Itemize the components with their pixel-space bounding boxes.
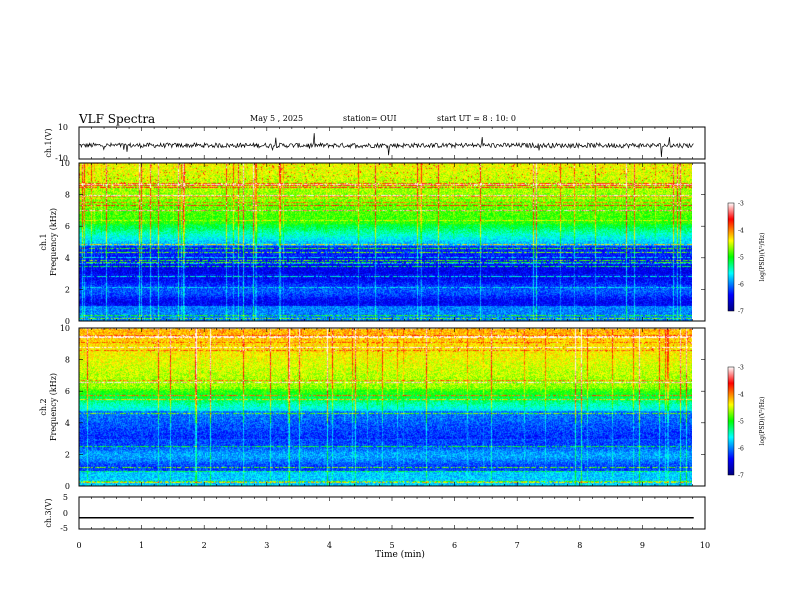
ch3-ylabel: ch.3(V) — [44, 498, 53, 527]
ch1-spec-ytick-label: 6 — [65, 222, 70, 231]
ch1-spec-ytick-label: 8 — [65, 191, 70, 200]
ch1-spectrogram-image — [79, 163, 692, 321]
ch2-spec-ylabel: Frequency (kHz) — [49, 373, 58, 441]
ch1-ylabel: ch.1(V) — [44, 128, 53, 157]
ch2-colorbar — [727, 366, 735, 476]
ch1-colorbar-tick: -4 — [738, 228, 744, 235]
ch2-spec-ylabel-channel: ch.2 — [39, 398, 48, 415]
ch3-ytick-bottom: -5 — [60, 524, 68, 533]
ch1-spec-ytick-label: 2 — [65, 285, 70, 294]
ch2-spec-ytick-label: 4 — [65, 419, 70, 428]
ch3-ytick-top: 5 — [63, 493, 68, 502]
ch1-spec-ytick-label: 4 — [65, 254, 70, 263]
ch1-colorbar-tick: -5 — [738, 255, 744, 262]
ch3-waveform-panel: 5 0 -5 ch.3(V) — [44, 493, 706, 533]
ch2-spec-ytick-label: 6 — [65, 387, 70, 396]
ch2-spectrogram-image — [79, 328, 692, 486]
ch1-ytick-top: 10 — [58, 123, 68, 132]
ch1-spec-ytick-label: 10 — [60, 159, 70, 168]
ch1-colorbar-label: log(PSD)(V²/Hz) — [759, 233, 766, 282]
ch1-colorbar — [727, 202, 735, 312]
x-tick-label: 2 — [202, 541, 207, 550]
x-tick-label: 3 — [264, 541, 269, 550]
x-tick-label: 5 — [389, 541, 394, 550]
x-tick-label: 4 — [327, 541, 332, 550]
station-label: station= OUI — [343, 114, 397, 123]
ch2-colorbar-tick: -6 — [738, 446, 744, 453]
x-tick-label: 9 — [640, 541, 645, 550]
start-time-label: start UT = 8 : 10: 0 — [437, 114, 516, 123]
ch1-colorbar-tick: -3 — [738, 201, 744, 208]
ch1-spec-ylabel: Frequency (kHz) — [49, 208, 58, 276]
ch2-colorbar-tick: -4 — [738, 392, 744, 399]
ch2-colorbar-tick: -3 — [738, 365, 744, 372]
ch3-ytick-mid: 0 — [63, 509, 68, 518]
ch1-spec-ytick-label: 0 — [65, 317, 70, 326]
x-tick-label: 6 — [452, 541, 457, 550]
x-tick-labels: 0 1 2 3 4 5 6 7 8 9 10 — [76, 541, 710, 550]
x-tick-label: 1 — [139, 541, 144, 550]
x-tick-label: 8 — [577, 541, 582, 550]
ch1-waveform-panel: 10 -10 ch.1(V) — [44, 123, 706, 163]
x-tick-label: 0 — [76, 541, 81, 550]
ch2-spec-ytick-label: 0 — [65, 482, 70, 491]
x-tick-label: 10 — [700, 541, 710, 550]
ch1-colorbar-tick: -6 — [738, 282, 744, 289]
ch2-spec-ytick-label: 2 — [65, 450, 70, 459]
ch1-spec-ylabel-channel: ch.1 — [39, 233, 48, 250]
date-label: May 5 , 2025 — [250, 114, 304, 123]
ch2-colorbar-tick: -5 — [738, 419, 744, 426]
ch2-colorbar-tick: -7 — [738, 473, 744, 480]
x-axis-label: Time (min) — [375, 549, 425, 560]
ch2-spec-ytick-label: 8 — [65, 356, 70, 365]
x-tick-label: 7 — [515, 541, 520, 550]
ch2-spec-ytick-label: 10 — [60, 324, 70, 333]
ch2-colorbar-label: log(PSD)(V²/Hz) — [759, 397, 766, 446]
ch1-waveform-line — [78, 133, 694, 158]
chart-title: VLF Spectra — [79, 112, 156, 126]
ch1-colorbar-tick: -7 — [738, 309, 744, 316]
ch1-ytick-bottom: -10 — [55, 154, 68, 163]
